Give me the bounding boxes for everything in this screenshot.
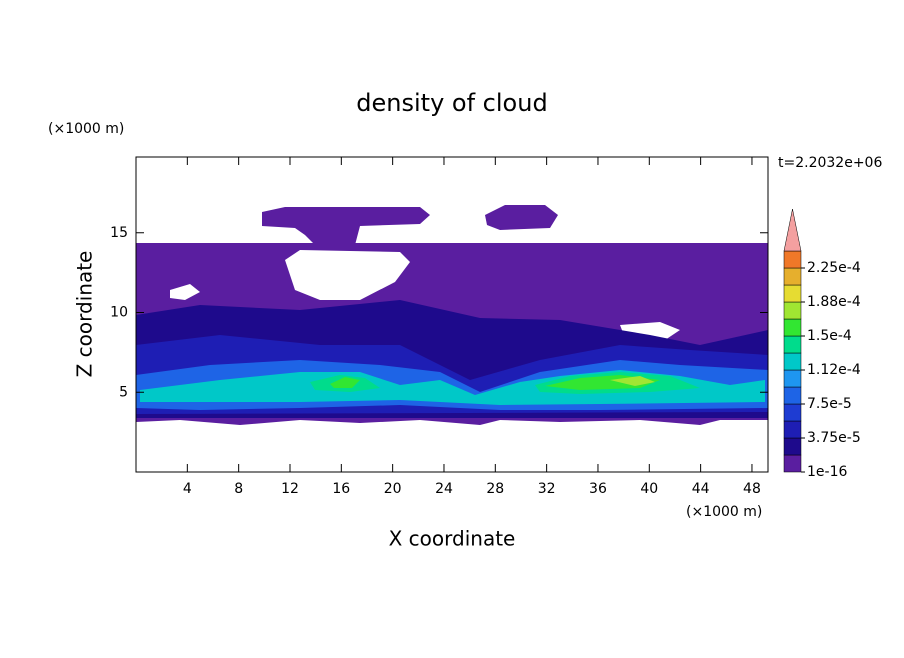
plot-frame: [135, 156, 769, 473]
y-axis-label: Z coordinate: [73, 251, 97, 378]
colorbar-label: 2.25e-4: [807, 260, 861, 276]
x-unit: (×1000 m): [686, 504, 762, 520]
chart-title: density of cloud: [356, 89, 547, 117]
colorbar-box: [783, 318, 802, 337]
colorbar-box: [783, 386, 802, 405]
y-tick-label: 10: [110, 305, 128, 321]
colorbar-box: [783, 454, 802, 473]
colorbar-box: [783, 369, 802, 388]
colorbar-box: [783, 301, 802, 320]
colorbar-label: 3.75e-5: [807, 430, 861, 446]
y-tick-label: 5: [119, 384, 128, 400]
contour-hole: [170, 284, 200, 300]
colorbar-box: [783, 420, 802, 439]
contour-region: [330, 377, 360, 388]
x-tick-label: 40: [640, 481, 658, 497]
x-tick-label: 12: [281, 481, 299, 497]
colorbar-box: [783, 352, 802, 371]
contour-region: [262, 207, 430, 250]
x-tick-label: 28: [486, 481, 504, 497]
contour-region: [485, 205, 558, 230]
colorbar-box: [783, 284, 802, 303]
x-tick-label: 20: [384, 481, 402, 497]
y-tick-label: 15: [110, 225, 128, 241]
x-tick-label: 36: [589, 481, 607, 497]
x-tick-label: 48: [743, 481, 761, 497]
x-tick-label: 44: [692, 481, 710, 497]
colorbar-box: [783, 437, 802, 456]
contour-region: [610, 376, 655, 386]
colorbar-extend: [783, 208, 802, 252]
colorbar-label: 1.5e-4: [807, 328, 852, 344]
contour-field: [136, 205, 768, 425]
x-tick-label: 4: [183, 481, 192, 497]
x-tick-label: 24: [435, 481, 453, 497]
x-tick-label: 8: [234, 481, 243, 497]
time-label: t=2.2032e+06: [778, 155, 882, 171]
y-unit: (×1000 m): [48, 121, 124, 137]
colorbar-box: [783, 403, 802, 422]
x-axis-label: X coordinate: [389, 527, 516, 551]
colorbar-box: [783, 267, 802, 286]
colorbar-label: 1e-16: [807, 464, 847, 480]
colorbar-label: 1.12e-4: [807, 362, 861, 378]
x-tick-label: 16: [332, 481, 350, 497]
colorbar-label: 7.5e-5: [807, 396, 852, 412]
contour-hole: [285, 250, 410, 300]
colorbar-box: [783, 250, 802, 269]
colorbar-box: [783, 335, 802, 354]
x-tick-label: 32: [538, 481, 556, 497]
colorbar-label: 1.88e-4: [807, 294, 861, 310]
